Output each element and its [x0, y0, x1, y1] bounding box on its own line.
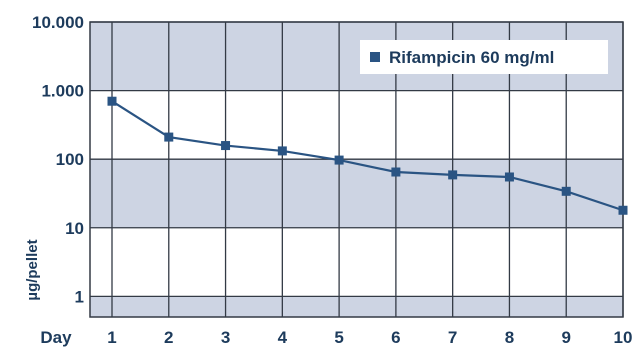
plot-frame — [89, 21, 624, 318]
data-point — [107, 96, 117, 106]
y-axis-label: µg/pellet — [24, 239, 41, 300]
y-tick-label: 10.000 — [32, 13, 84, 32]
plot-bands — [90, 22, 623, 317]
x-tick-label: 6 — [391, 328, 400, 347]
data-point — [391, 167, 401, 177]
x-tick-label: 2 — [164, 328, 173, 347]
data-point — [504, 172, 514, 182]
y-tick-labels: 1 10 100 1.000 10.000 — [32, 13, 84, 306]
legend-label: Rifampicin 60 mg/ml — [389, 48, 554, 67]
x-axis-label: Day — [40, 328, 72, 347]
legend: Rifampicin 60 mg/ml — [360, 40, 608, 74]
data-point — [448, 170, 458, 180]
plot-band — [90, 159, 623, 228]
x-tick-label: 8 — [505, 328, 514, 347]
data-point — [618, 205, 628, 215]
y-tick-label: 10 — [65, 219, 84, 238]
x-tick-label: 5 — [334, 328, 343, 347]
legend-box — [360, 40, 608, 74]
data-point — [164, 132, 174, 142]
x-tick-label: 10 — [614, 328, 633, 347]
series-line — [111, 100, 624, 212]
y-tick-label: 1.000 — [41, 82, 84, 101]
data-point — [561, 186, 571, 196]
y-tick-label: 100 — [56, 150, 84, 169]
plot-band — [90, 227, 623, 297]
y-tick-label: 1 — [75, 287, 84, 306]
x-tick-label: 4 — [278, 328, 288, 347]
x-tick-label: 1 — [107, 328, 116, 347]
x-tick-label: 7 — [448, 328, 457, 347]
x-tick-label: 9 — [561, 328, 570, 347]
x-tick-label: 3 — [221, 328, 230, 347]
data-point — [221, 141, 231, 151]
legend-marker — [370, 52, 380, 62]
plot-band — [90, 296, 623, 317]
data-point — [334, 155, 344, 165]
series-layer — [107, 96, 628, 215]
x-tick-labels: 1 2 3 4 5 6 7 8 9 10 — [107, 328, 632, 347]
data-point — [277, 146, 287, 156]
plot-band — [90, 90, 623, 160]
